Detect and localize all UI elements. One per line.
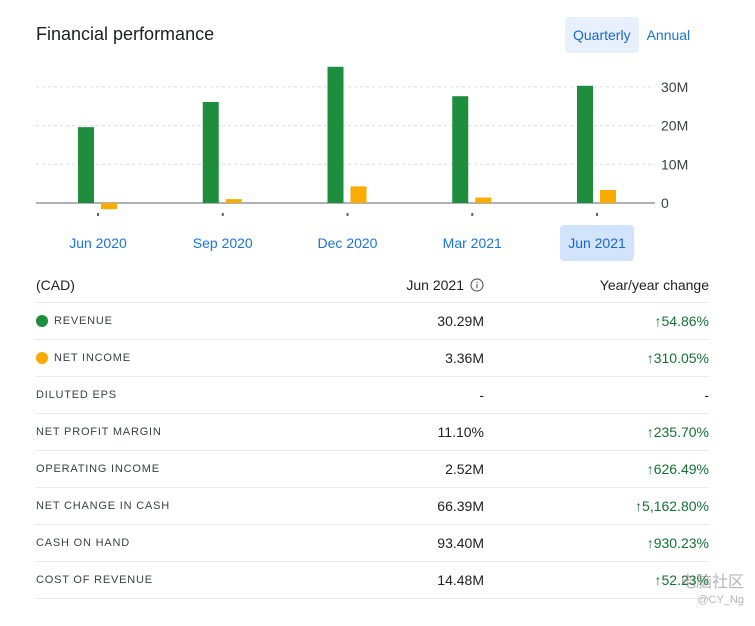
y-tick-label: 0 [661, 195, 669, 211]
table-row: DILUTED EPS - - [36, 377, 709, 414]
net-income-bar [350, 186, 367, 203]
currency-label: (CAD) [36, 276, 75, 293]
legend-dot [36, 315, 48, 327]
x-tick-mark [596, 213, 598, 216]
period-toggle: Quarterly Annual [565, 17, 698, 53]
metric-change: - [704, 387, 709, 403]
metric-change: ↑54.86% [654, 313, 709, 329]
info-icon[interactable] [470, 277, 484, 292]
metric-change: ↑52.23% [654, 572, 709, 588]
net-income-bar [600, 189, 616, 203]
revenue-bar [327, 66, 344, 203]
watermark-text: 电脑社区 [679, 574, 744, 591]
metric-change: ↑310.05% [646, 350, 709, 366]
metric-value: 66.39M [437, 498, 484, 514]
metric-value: 2.52M [445, 461, 484, 477]
quarter-button[interactable]: Jun 2021 [560, 225, 634, 261]
y-tick-label: 30M [661, 79, 688, 95]
table-row: OPERATING INCOME 2.52M ↑626.49% [36, 451, 709, 488]
revenue-bar [577, 85, 593, 203]
x-tick-mark [221, 213, 224, 216]
metric-cell: OPERATING INCOME [36, 463, 306, 475]
annual-button[interactable]: Annual [646, 27, 691, 43]
financials-table: (CAD) Jun 2021 Year/year change REVENUE 3… [36, 267, 709, 599]
metric-cell: COST OF REVENUE [36, 574, 306, 586]
watermark: 电脑社区 @CY_Ng [632, 568, 744, 606]
net-income-bar [475, 197, 492, 203]
metric-change: ↑235.70% [646, 424, 709, 440]
table-row: NET PROFIT MARGIN 11.10% ↑235.70% [36, 414, 709, 451]
metric-cell: REVENUE [36, 315, 306, 327]
revenue-bar [78, 127, 94, 203]
net-income-bar [225, 199, 242, 203]
quarter-button[interactable]: Sep 2020 [192, 235, 253, 251]
legend-dot [36, 352, 48, 364]
period-header: Jun 2021 [306, 277, 484, 293]
quarter-button[interactable]: Jun 2020 [69, 235, 127, 251]
quarter-button[interactable]: Dec 2020 [317, 235, 378, 251]
metric-change: ↑5,162.80% [635, 498, 709, 514]
metric-cell: CASH ON HAND [36, 537, 306, 549]
metric-label: CASH ON HAND [36, 537, 130, 549]
change-header: Year/year change [599, 276, 709, 293]
metric-label: NET PROFIT MARGIN [36, 426, 162, 438]
metric-label: REVENUE [54, 315, 113, 327]
table-row: REVENUE 30.29M ↑54.86% [36, 303, 709, 340]
x-tick-mark [346, 213, 349, 216]
metric-value: 30.29M [437, 313, 484, 329]
metric-value: 14.48M [437, 572, 484, 588]
table-body: REVENUE 30.29M ↑54.86% NET INCOME 3.36M ↑310.… [36, 303, 709, 599]
watermark-handle: @CY_Ng [697, 594, 744, 606]
metric-value: 3.36M [445, 350, 484, 366]
revenue-bar [452, 96, 469, 203]
quarter-button[interactable]: Mar 2021 [442, 235, 502, 251]
metric-label: DILUTED EPS [36, 389, 117, 401]
table-row: NET CHANGE IN CASH 66.39M ↑5,162.80% [36, 488, 709, 525]
table-row: CASH ON HAND 93.40M ↑930.23% [36, 525, 709, 562]
metric-value: 93.40M [437, 535, 484, 551]
quarterly-button[interactable]: Quarterly [565, 17, 639, 53]
metric-cell: NET CHANGE IN CASH [36, 500, 306, 512]
x-tick-mark [97, 213, 99, 216]
revenue-bar [202, 101, 219, 203]
metric-cell: NET INCOME [36, 352, 306, 364]
header-title: Financial performance [36, 24, 215, 44]
metric-label: NET CHANGE IN CASH [36, 500, 170, 512]
period-label: Jun 2021 [406, 276, 464, 293]
table-header: (CAD) Jun 2021 Year/year change [36, 267, 709, 303]
metric-cell: DILUTED EPS [36, 389, 306, 401]
table-row: COST OF REVENUE 14.48M ↑52.23% [36, 562, 709, 599]
metric-value: 11.10% [437, 424, 484, 440]
metric-label: NET INCOME [54, 352, 131, 364]
metric-value: - [479, 387, 484, 403]
metric-label: OPERATING INCOME [36, 463, 160, 475]
metric-change: ↑930.23% [646, 535, 709, 551]
metric-cell: NET PROFIT MARGIN [36, 426, 306, 438]
metric-label: COST OF REVENUE [36, 574, 153, 586]
financial-chart: 0 10M 20M 30M [36, 66, 688, 216]
table-row: NET INCOME 3.36M ↑310.05% [36, 340, 709, 377]
y-tick-label: 10M [661, 156, 688, 172]
metric-change: ↑626.49% [646, 461, 709, 477]
x-tick-mark [471, 213, 474, 216]
y-tick-label: 20M [661, 118, 688, 134]
net-income-bar [101, 203, 117, 210]
